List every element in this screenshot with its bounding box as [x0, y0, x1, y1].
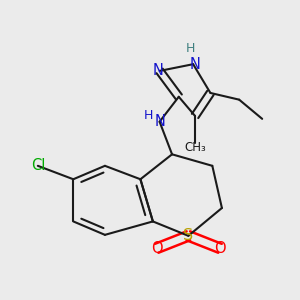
Text: N: N	[154, 114, 165, 129]
Text: N: N	[190, 57, 200, 72]
Text: O: O	[214, 241, 226, 256]
Text: Cl: Cl	[31, 158, 45, 173]
Text: H: H	[186, 42, 195, 55]
Text: CH₃: CH₃	[184, 141, 206, 154]
Text: H: H	[143, 109, 153, 122]
Text: S: S	[183, 228, 194, 243]
Text: N: N	[152, 63, 163, 78]
Text: O: O	[151, 241, 163, 256]
